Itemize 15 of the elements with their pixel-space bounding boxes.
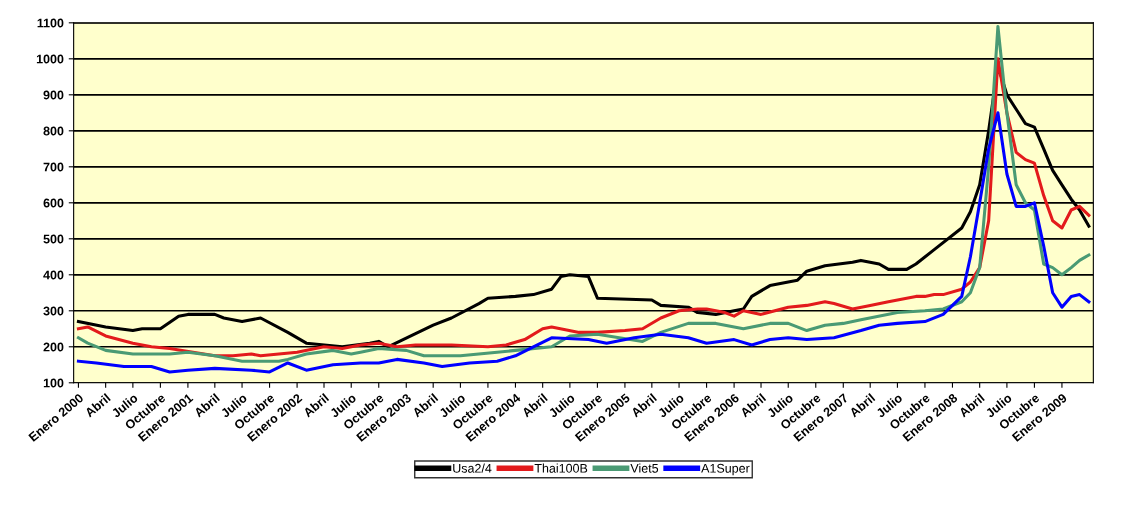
legend-label: A1Super [701, 463, 750, 476]
y-tick-label: 900 [43, 90, 64, 100]
y-tick-label: 700 [43, 162, 64, 172]
legend-label: Viet5 [630, 463, 659, 473]
y-tick-label: 600 [43, 198, 64, 208]
y-tick-label: 400 [43, 270, 64, 280]
y-tick-label: 500 [43, 234, 64, 244]
y-tick-label: 300 [43, 306, 64, 316]
y-tick-label: 100 [43, 378, 64, 388]
y-tick-label: 1000 [36, 54, 64, 64]
legend-label: Usa2/4 [453, 463, 492, 473]
y-tick-label: 200 [43, 342, 64, 352]
y-tick-label: 1100 [37, 18, 64, 28]
y-tick-label: 800 [43, 126, 64, 136]
legend-label: Thai100B [534, 463, 588, 473]
